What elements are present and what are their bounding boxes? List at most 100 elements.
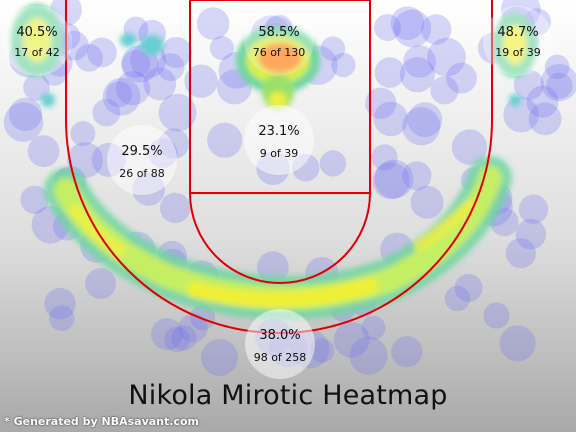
zone-bubble <box>483 6 553 76</box>
shot-density-blob <box>444 285 471 312</box>
shot-density-blob <box>178 313 208 343</box>
left-short-corner-spot <box>120 33 136 47</box>
shot-density-blob <box>23 74 50 101</box>
shot-density-blob <box>402 161 432 191</box>
shot-density-blob <box>407 102 443 138</box>
shot-density-blob <box>27 135 60 168</box>
shot-density-blob <box>421 14 452 45</box>
shot-density-blob <box>503 96 539 133</box>
zone-pct-label: 58.5% <box>258 25 299 40</box>
shot-density-blob <box>393 9 432 48</box>
shot-density-blob <box>515 219 547 250</box>
shot-density-blob <box>402 107 441 146</box>
zone-mid-range: 29.5% 26 of 88 <box>107 125 177 195</box>
shot-density-blob <box>499 325 536 362</box>
shot-density-blob <box>67 142 104 179</box>
shot-density-blob <box>320 36 346 61</box>
zone-bubble <box>2 6 72 76</box>
right-corner-heat-core <box>503 25 527 65</box>
shot-density-blob <box>391 336 423 368</box>
shot-density-blob <box>143 67 177 101</box>
shot-density-blob <box>209 36 234 60</box>
shot-density-blob <box>371 144 398 171</box>
shot-density-blob <box>390 6 425 40</box>
shot-density-blob <box>160 192 191 224</box>
shot-density-blob <box>333 321 370 358</box>
footer-credit: * Generated by NBAsavant.com <box>4 415 199 428</box>
shot-density-blob <box>399 57 435 93</box>
zone-right-corner: 48.7% 19 of 39 <box>483 6 553 76</box>
left-wing-spot <box>41 93 55 107</box>
zone-attempts-label: 19 of 39 <box>495 46 541 59</box>
zone-bubble <box>244 6 314 76</box>
zone-bubbles: 40.5% 17 of 42 58.5% 76 of 130 48.7% 19 … <box>2 6 553 379</box>
shot-density-blob <box>513 69 544 100</box>
shot-density-blob <box>319 150 347 177</box>
shot-density-blob <box>105 81 132 108</box>
shot-density-blob <box>446 62 477 94</box>
zone-bubble <box>245 309 315 379</box>
zone-pct-label: 48.7% <box>497 25 538 40</box>
free-throw-circle <box>189 192 371 284</box>
shot-density-blob <box>158 93 197 132</box>
shot-density-blob <box>430 76 459 105</box>
shot-density-blob <box>3 102 44 142</box>
shot-density-blob <box>201 339 238 376</box>
shot-density-blob <box>151 318 183 351</box>
zone-attempts-label: 26 of 88 <box>119 167 165 180</box>
shot-density-blob <box>403 45 436 78</box>
shot-density-blob <box>164 326 190 353</box>
shot-density-blob <box>207 122 243 158</box>
shot-density-blob <box>102 77 141 116</box>
paint-lane <box>189 0 371 194</box>
zone-pct-label: 40.5% <box>16 25 57 40</box>
shot-density-blob <box>373 101 409 137</box>
shot-density-blob <box>171 325 197 351</box>
shot-density-blob <box>196 7 230 40</box>
shot-density-blob <box>92 98 121 127</box>
shot-density-blob <box>454 273 483 302</box>
shot-density-blob <box>75 44 103 72</box>
zone-attempts-label: 76 of 130 <box>253 46 306 59</box>
left-corner-heat-core <box>23 18 51 62</box>
rim-heat-peak <box>258 43 302 73</box>
shot-density-blob <box>156 53 185 81</box>
shot-density-blob <box>374 57 406 88</box>
shot-density-blob <box>115 70 151 106</box>
shot-density-blob <box>374 14 401 41</box>
shot-density-blob <box>349 336 388 375</box>
right-wing-spot <box>509 94 521 106</box>
shot-density-blob <box>540 64 576 102</box>
shot-density-blob <box>544 54 570 80</box>
shot-density-blob <box>361 315 386 340</box>
shot-density-blob <box>310 338 335 363</box>
shot-density-blob <box>518 194 549 224</box>
zone-pct-label: 38.0% <box>259 328 300 343</box>
left-baseline-spot <box>140 35 164 55</box>
left-wing-heat-core <box>69 204 126 256</box>
shot-density-blob <box>483 302 510 329</box>
shot-density-blob <box>184 64 218 98</box>
shot-density-blob <box>546 72 573 99</box>
shot-density-blob <box>451 129 488 165</box>
shot-density-blob <box>410 185 444 219</box>
shot-density-blob <box>505 238 536 269</box>
shot-density-blob <box>372 162 410 200</box>
zone-bubble <box>107 125 177 195</box>
zone-attempts-label: 9 of 39 <box>260 147 299 160</box>
shot-density-blob <box>20 185 49 214</box>
shot-density-blob <box>8 97 43 131</box>
zone-pct-label: 23.1% <box>258 124 299 139</box>
shot-density-blob <box>427 37 466 77</box>
shot-density-blob <box>190 305 215 331</box>
court-lines <box>65 0 493 334</box>
top-key-heat-core <box>187 278 378 309</box>
zone-attempts-label: 17 of 42 <box>14 46 60 59</box>
shot-density-blob <box>526 85 559 118</box>
shot-density-blob <box>528 102 562 136</box>
shot-density-blob <box>365 87 397 119</box>
zone-above-break-three: 38.0% 98 of 258 <box>245 309 315 379</box>
shot-density-blob <box>85 268 117 300</box>
shot-density-blob <box>87 37 117 68</box>
